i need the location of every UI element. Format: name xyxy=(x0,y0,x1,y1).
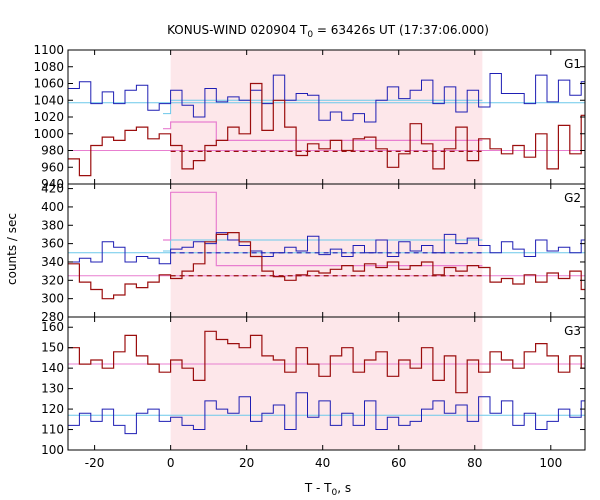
x-tick-label: 0 xyxy=(167,456,175,470)
x-tick-label: 40 xyxy=(315,456,330,470)
panel-g1: 940 960 980 1000 1020 1040 1060 1080 1100 G1 xyxy=(33,43,586,191)
y-tick-label: 160 xyxy=(41,320,64,334)
panel-label: G3 xyxy=(564,324,581,338)
y-tick-label: 360 xyxy=(41,237,64,251)
panel-g3: 100 110 120 130 140 150 160 -20 0 20 40 60 80 100 G3 xyxy=(41,316,586,470)
y-tick-label: 1040 xyxy=(33,93,64,107)
x-tick-label: -20 xyxy=(85,456,105,470)
red-mean-segment xyxy=(163,191,483,267)
plot-area xyxy=(68,73,585,177)
x-axis-label-main: T - T xyxy=(304,481,332,495)
panel-frame xyxy=(67,316,586,451)
red-mean-segment xyxy=(163,121,483,141)
y-tick-label: 110 xyxy=(41,423,64,437)
x-tick-label: 20 xyxy=(239,456,254,470)
highlight-region xyxy=(170,50,483,184)
y-tick-label: 300 xyxy=(41,292,64,306)
y-tick-label: 120 xyxy=(41,402,64,416)
y-tick-label: 980 xyxy=(41,144,64,158)
panel-label: G2 xyxy=(564,191,581,205)
x-axis-label-subscript: 0 xyxy=(332,488,338,498)
y-tick-label: 420 xyxy=(41,182,64,196)
y-tick-label: 1100 xyxy=(33,43,64,57)
y-tick-label: 940 xyxy=(41,177,64,191)
y-tick-label: 280 xyxy=(41,310,64,324)
panels: 940960980100010201040106010801100G128030… xyxy=(33,43,586,470)
y-tick-label: 960 xyxy=(41,160,64,174)
plot-area xyxy=(68,330,585,435)
y-tick-label: 150 xyxy=(41,341,64,355)
panel-label: G1 xyxy=(564,57,581,71)
highlight-region xyxy=(170,317,483,450)
chart-title-subscript: 0 xyxy=(307,30,313,40)
y-tick-label: 340 xyxy=(41,255,64,269)
x-axis-label-rest: , s xyxy=(337,481,351,495)
y-tick-label: 1080 xyxy=(33,60,64,74)
y-tick-label: 1020 xyxy=(33,110,64,124)
y-tick-label: 1060 xyxy=(33,77,64,91)
y-tick-label: 1000 xyxy=(33,127,64,141)
x-axis-label: T - T0, s xyxy=(304,481,351,498)
chart-title-rest: = 63426s UT (17:37:06.000) xyxy=(313,23,489,37)
y-tick-label: 400 xyxy=(41,200,64,214)
y-axis-label: counts / sec xyxy=(5,213,19,285)
red-series-line xyxy=(68,82,585,177)
highlight-region xyxy=(170,184,483,317)
blue-series-line xyxy=(68,392,585,435)
x-tick-label: 80 xyxy=(467,456,482,470)
x-tick-label: 100 xyxy=(539,456,562,470)
red-series-line xyxy=(68,330,585,394)
x-tick-label: 60 xyxy=(391,456,406,470)
chart-title: KONUS-WIND 020904 T0 = 63426s UT (17:37:… xyxy=(167,23,489,40)
y-tick-label: 130 xyxy=(41,382,64,396)
plot-area xyxy=(68,191,585,300)
red-series-line xyxy=(68,232,585,300)
y-tick-label: 100 xyxy=(41,443,64,457)
chart-title-main: KONUS-WIND 020904 T xyxy=(167,23,308,37)
blue-series-line xyxy=(68,232,585,265)
panel-g2: 280 300 320 340 360 380 400 420 G2 xyxy=(41,182,586,324)
y-tick-label: 380 xyxy=(41,218,64,232)
blue-series-line xyxy=(68,73,585,123)
y-tick-label: 320 xyxy=(41,273,64,287)
y-tick-label: 140 xyxy=(41,361,64,375)
